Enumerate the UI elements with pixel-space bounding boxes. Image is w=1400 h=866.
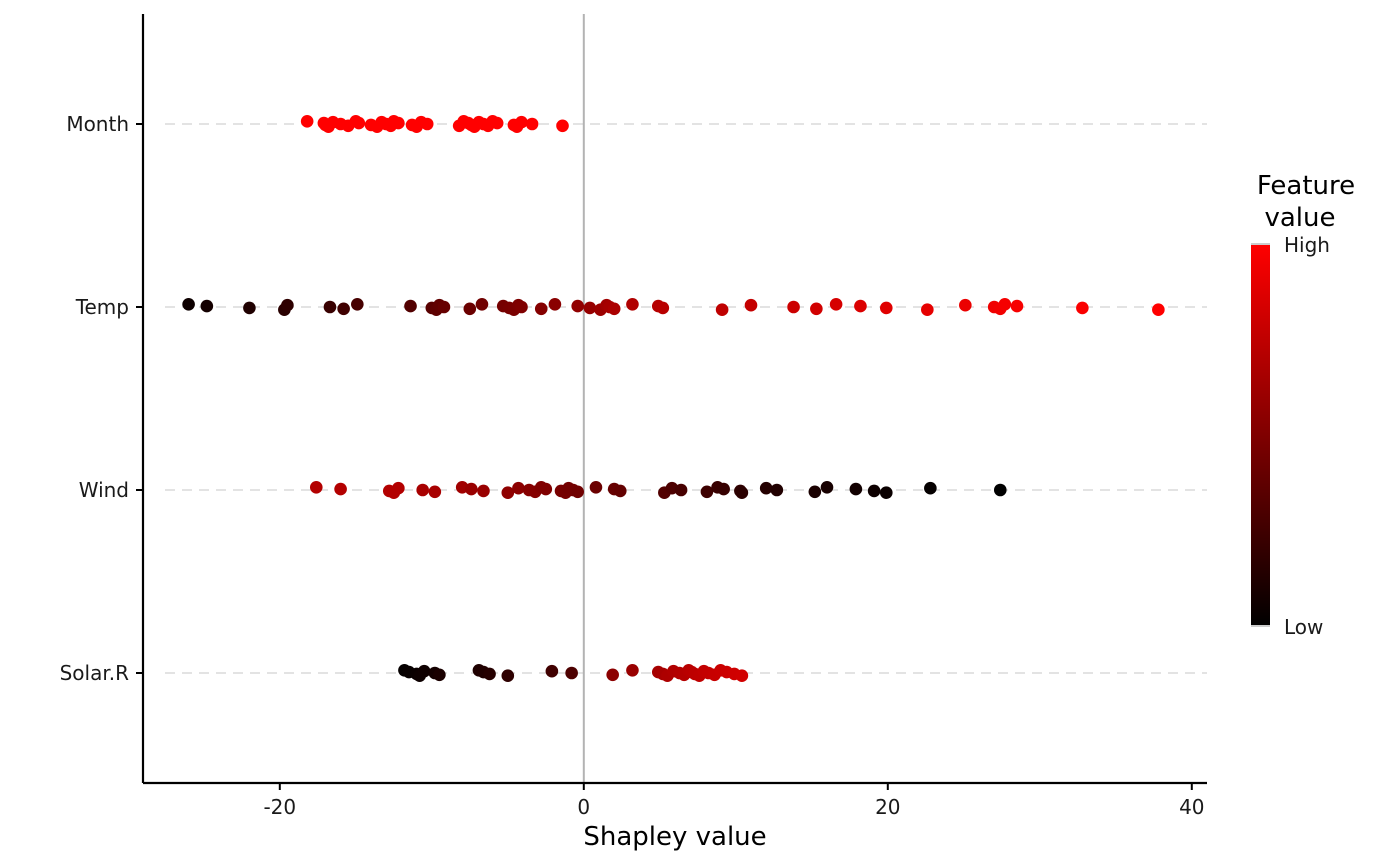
point-solar-r-12 xyxy=(565,666,578,680)
point-temp-8 xyxy=(404,299,417,313)
point-temp-27 xyxy=(607,302,621,316)
x-tick-label-3: 40 xyxy=(1179,795,1204,819)
point-wind-38 xyxy=(879,486,893,500)
point-wind-5 xyxy=(416,483,429,497)
point-temp-45 xyxy=(1152,303,1165,317)
point-wind-29 xyxy=(717,482,730,496)
x-axis-title: Shapley value xyxy=(583,822,766,852)
point-temp-31 xyxy=(715,303,729,317)
point-solar-r-13 xyxy=(606,668,619,682)
point-solar-r-6 xyxy=(433,668,446,682)
point-temp-42 xyxy=(998,298,1012,311)
legend-title-line-2: value xyxy=(1264,203,1335,233)
point-solar-r-11 xyxy=(545,664,559,678)
point-solar-r-10 xyxy=(501,669,515,682)
point-temp-36 xyxy=(854,299,867,313)
point-month-33 xyxy=(525,117,539,131)
point-wind-21 xyxy=(589,481,603,494)
point-temp-12 xyxy=(437,300,451,314)
point-wind-8 xyxy=(465,482,478,496)
point-temp-33 xyxy=(787,300,800,314)
point-temp-13 xyxy=(463,302,477,316)
point-temp-21 xyxy=(548,298,562,311)
point-wind-39 xyxy=(924,481,937,495)
point-temp-34 xyxy=(810,302,823,316)
point-temp-32 xyxy=(744,298,758,312)
point-wind-11 xyxy=(512,481,525,495)
point-month-32 xyxy=(515,115,528,129)
point-wind-4 xyxy=(392,481,405,495)
axes xyxy=(141,14,1207,785)
point-month-15 xyxy=(392,116,405,130)
point-wind-0 xyxy=(309,481,323,494)
point-temp-19 xyxy=(515,300,528,314)
point-solar-r-31 xyxy=(735,669,749,682)
point-temp-4 xyxy=(281,298,294,312)
x-tick-label-2: 20 xyxy=(875,795,900,819)
point-temp-2 xyxy=(243,301,256,315)
grid-lines xyxy=(165,123,1207,674)
point-wind-15 xyxy=(539,482,553,496)
point-wind-26 xyxy=(674,483,688,497)
point-temp-7 xyxy=(351,298,364,311)
point-month-19 xyxy=(420,117,434,131)
point-wind-9 xyxy=(477,484,490,498)
point-month-29 xyxy=(490,116,504,130)
point-temp-38 xyxy=(921,303,934,317)
y-tick-label-solar-r: Solar.R xyxy=(60,661,129,685)
y-tick-label-temp: Temp xyxy=(75,295,129,319)
point-wind-33 xyxy=(770,483,784,497)
point-temp-5 xyxy=(323,300,337,314)
point-temp-43 xyxy=(1010,299,1024,313)
point-wind-23 xyxy=(613,484,627,498)
point-temp-22 xyxy=(571,299,585,313)
legend-title-line-1: Feature xyxy=(1257,171,1355,201)
data-points xyxy=(182,115,1165,682)
point-solar-r-9 xyxy=(483,667,496,681)
point-temp-44 xyxy=(1076,301,1089,315)
legend-low-label: Low xyxy=(1284,615,1323,639)
point-temp-0 xyxy=(182,298,195,311)
point-solar-r-4 xyxy=(417,664,431,678)
point-wind-31 xyxy=(735,486,749,500)
point-wind-10 xyxy=(501,486,515,500)
x-tick-label-1: 0 xyxy=(577,795,590,819)
x-tick-label-0: -20 xyxy=(263,795,296,819)
color-legend: Feature value High Low xyxy=(1251,171,1355,639)
point-temp-28 xyxy=(626,298,639,311)
point-month-34 xyxy=(556,119,569,133)
point-wind-35 xyxy=(820,481,834,494)
point-solar-r-14 xyxy=(626,664,639,677)
point-wind-37 xyxy=(867,484,881,498)
x-tick-labels: -20 0 20 40 xyxy=(263,783,1205,819)
point-temp-23 xyxy=(583,301,597,315)
legend-high-label: High xyxy=(1284,233,1330,257)
y-tick-label-month: Month xyxy=(66,112,129,136)
point-temp-35 xyxy=(829,298,843,311)
point-temp-37 xyxy=(879,301,893,315)
point-wind-34 xyxy=(808,485,822,499)
point-wind-6 xyxy=(428,485,442,499)
y-tick-labels: Month Temp Wind Solar.R xyxy=(60,112,143,685)
point-wind-27 xyxy=(700,485,714,499)
y-tick-label-wind: Wind xyxy=(79,478,129,502)
point-wind-40 xyxy=(993,483,1007,497)
point-wind-1 xyxy=(334,482,347,496)
point-temp-39 xyxy=(959,298,972,312)
point-wind-36 xyxy=(849,482,863,496)
point-month-8 xyxy=(352,116,366,130)
point-temp-20 xyxy=(534,302,548,316)
legend-color-bar xyxy=(1251,244,1270,626)
point-temp-6 xyxy=(337,302,350,316)
point-temp-14 xyxy=(475,298,489,311)
point-temp-30 xyxy=(656,301,670,315)
point-temp-1 xyxy=(200,299,214,313)
point-wind-20 xyxy=(571,485,585,499)
point-wind-32 xyxy=(759,481,773,495)
point-month-0 xyxy=(300,115,314,128)
